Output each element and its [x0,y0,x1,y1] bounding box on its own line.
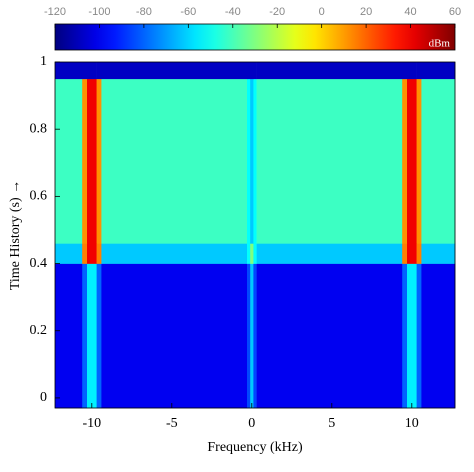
x-tick-label: 5 [328,416,335,431]
heatmap-cell [421,62,456,80]
heatmap [55,62,456,409]
y-tick-label: 0.8 [30,121,48,136]
heatmap-cell [55,243,83,264]
heatmap-cell [96,62,102,80]
heatmap-cell [101,263,248,409]
heatmap-cell [82,243,88,264]
colorbar-tick-label: -20 [269,6,285,18]
heatmap-cell [416,243,422,264]
heatmap-cell [96,243,102,264]
colorbar-tick-label: -80 [136,6,152,18]
colorbar-tick-label: -40 [225,6,241,18]
colorbar-tick-label: -120 [44,6,66,18]
colorbar-tick-label: 60 [449,6,461,18]
heatmap-cell [96,78,102,244]
heatmap-cell [247,62,251,80]
heatmap-cell [250,62,254,80]
heatmap-cell [87,263,97,409]
axes-box [54,61,456,409]
colorbar [54,23,456,51]
heatmap-cell [402,62,408,80]
heatmap-cell [416,263,422,409]
x-axis-label: Frequency (kHz) [207,440,303,455]
heatmap-cell [421,78,456,244]
x-tick-label: 10 [405,416,419,431]
heatmap-cell [247,263,251,409]
heatmap-cell [416,78,422,244]
heatmap-cell [250,78,254,244]
heatmap-cell [82,263,88,409]
heatmap-cell [253,263,257,409]
heatmap-cell [250,263,254,409]
heatmap-cell [402,78,408,244]
colorbar-tick-label: -60 [180,6,196,18]
heatmap-cell [407,78,417,244]
x-tick-label: -5 [166,416,178,431]
heatmap-cell [55,78,83,244]
colorbar-tick-label: 20 [360,6,372,18]
heatmap-cell [421,243,456,264]
heatmap-cell [87,243,97,264]
colorbar-tick-label: 0 [319,6,325,18]
y-axis-label: Time History (s) → [8,180,23,290]
heatmap-cell [87,78,97,244]
heatmap-cell [256,62,403,80]
heatmap-cell [96,263,102,409]
y-tick-label: 1 [40,54,47,69]
heatmap-cell [87,62,97,80]
heatmap-cell [256,243,403,264]
heatmap-cell [402,243,408,264]
colorbar-label: dBm [429,38,451,50]
heatmap-cell [250,243,254,264]
heatmap-cell [253,243,257,264]
heatmap-cell [253,78,257,244]
y-tick-label: 0.6 [30,189,48,204]
heatmap-cell [82,62,88,80]
heatmap-cell [256,78,403,244]
heatmap-cell [402,263,408,409]
heatmap-cell [82,78,88,244]
heatmap-cell [421,263,456,409]
heatmap-cell [407,243,417,264]
heatmap-cell [101,243,248,264]
heatmap-cell [247,243,251,264]
heatmap-cell [256,263,403,409]
heatmap-cell [247,78,251,244]
heatmap-cell [55,263,83,409]
y-tick-label: 0.4 [30,256,48,271]
heatmap-cell [407,62,417,80]
x-tick-label: -10 [82,416,101,431]
x-tick-label: 0 [248,416,255,431]
heatmap-cell [416,62,422,80]
heatmap-cell [101,78,248,244]
y-tick-label: 0.2 [30,323,48,338]
heatmap-cell [101,62,248,80]
heatmap-cell [407,263,417,409]
heatmap-cell [253,62,257,80]
heatmap-cell [55,62,83,80]
y-tick-label: 0 [40,390,47,405]
colorbar-tick-label: -100 [88,6,110,18]
colorbar-tick-label: 40 [404,6,416,18]
